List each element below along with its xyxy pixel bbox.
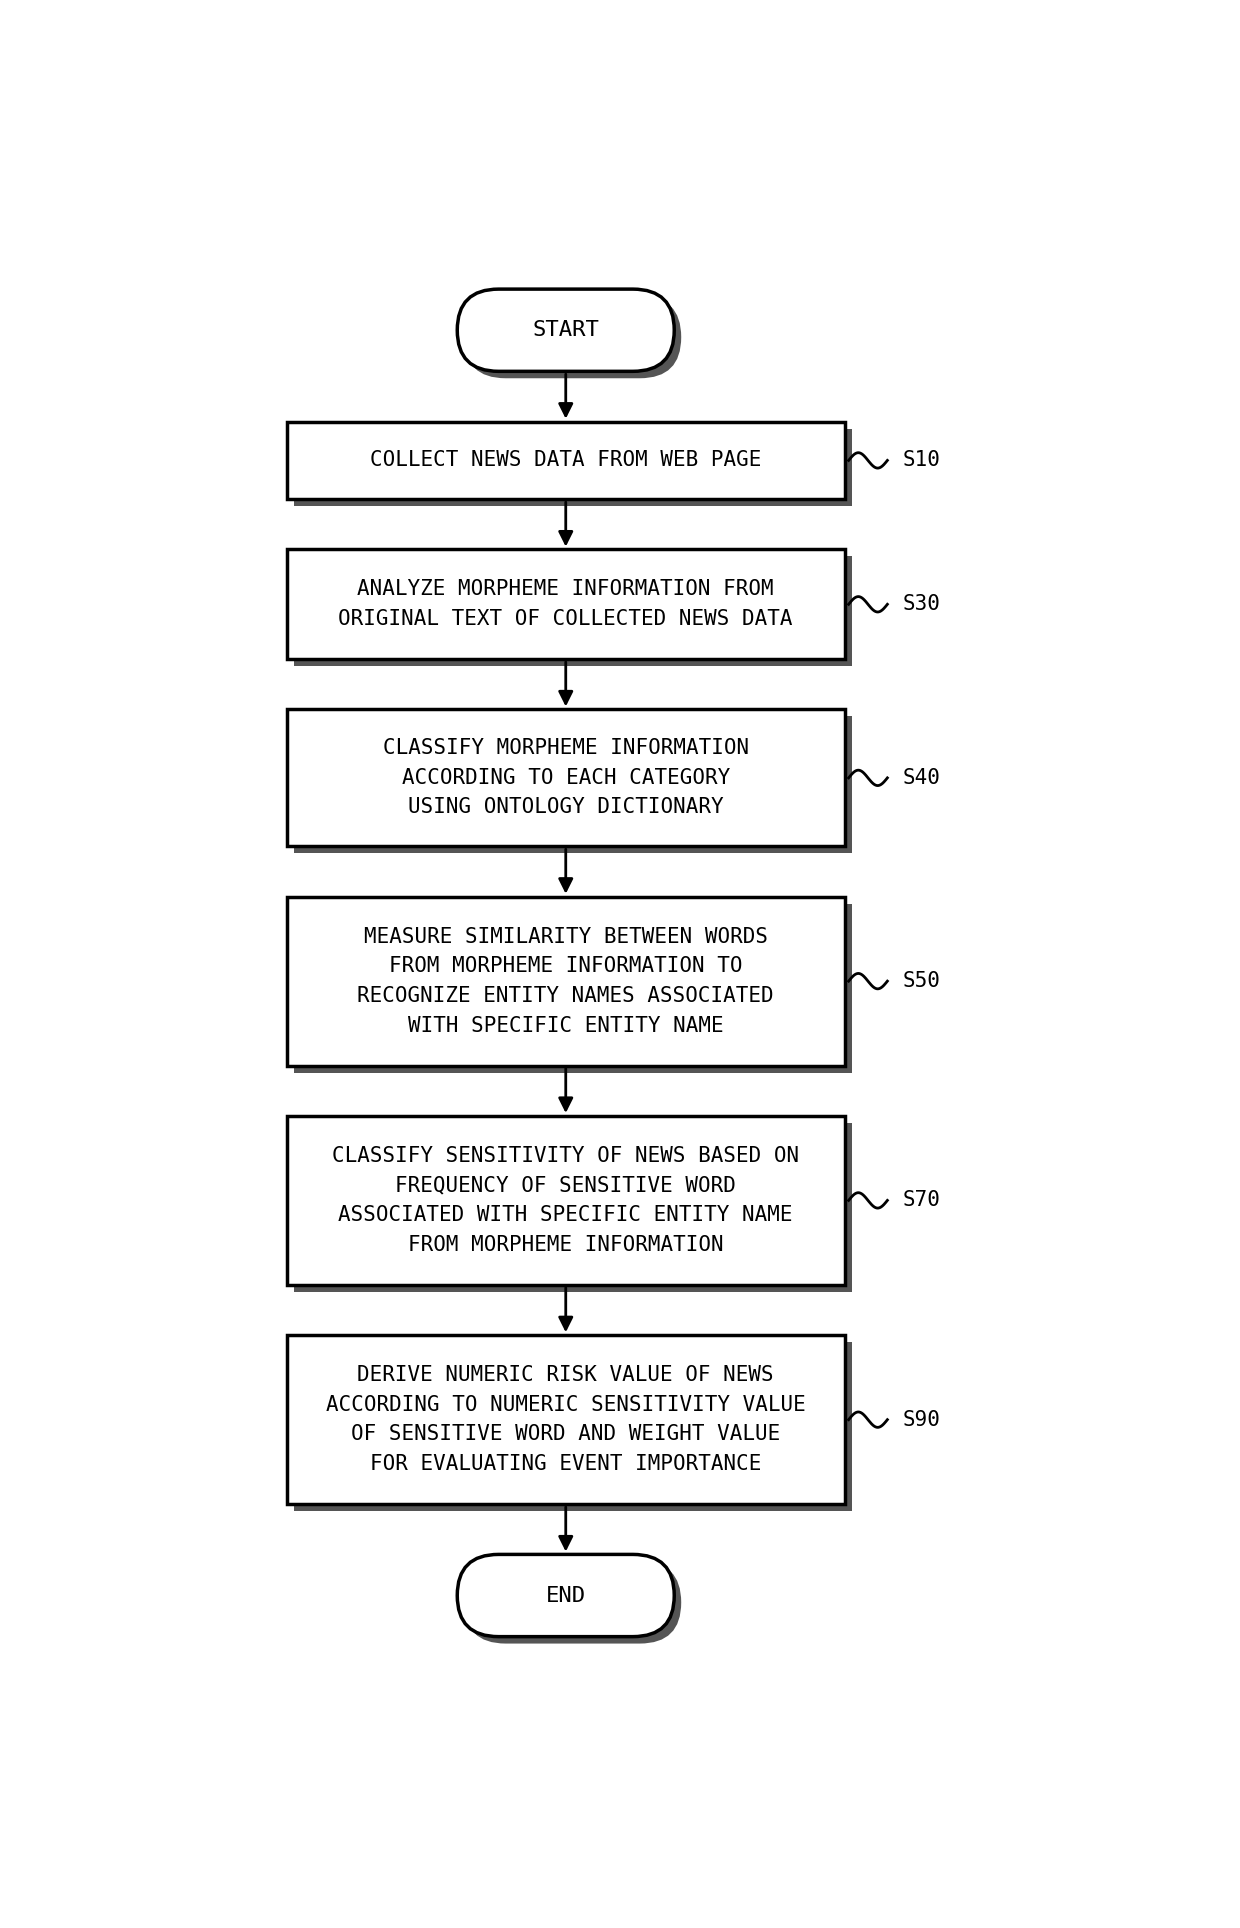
Text: CLASSIFY MORPHEME INFORMATION
ACCORDING TO EACH CATEGORY
USING ONTOLOGY DICTIONA: CLASSIFY MORPHEME INFORMATION ACCORDING … <box>383 738 749 817</box>
Text: S10: S10 <box>903 451 941 470</box>
Text: CLASSIFY SENSITIVITY OF NEWS BASED ON
FREQUENCY OF SENSITIVE WORD
ASSOCIATED WIT: CLASSIFY SENSITIVITY OF NEWS BASED ON FR… <box>332 1145 800 1255</box>
Text: MEASURE SIMILARITY BETWEEN WORDS
FROM MORPHEME INFORMATION TO
RECOGNIZE ENTITY N: MEASURE SIMILARITY BETWEEN WORDS FROM MO… <box>357 927 774 1035</box>
FancyBboxPatch shape <box>286 1116 844 1284</box>
FancyBboxPatch shape <box>286 897 844 1066</box>
FancyBboxPatch shape <box>286 1336 844 1504</box>
FancyBboxPatch shape <box>294 1342 852 1512</box>
Text: S40: S40 <box>903 767 941 789</box>
Text: START: START <box>532 320 599 339</box>
Text: S70: S70 <box>903 1190 941 1211</box>
FancyBboxPatch shape <box>286 710 844 846</box>
FancyBboxPatch shape <box>294 904 852 1072</box>
Text: S90: S90 <box>903 1409 941 1431</box>
FancyBboxPatch shape <box>464 297 681 378</box>
FancyBboxPatch shape <box>464 1562 681 1643</box>
Text: ANALYZE MORPHEME INFORMATION FROM
ORIGINAL TEXT OF COLLECTED NEWS DATA: ANALYZE MORPHEME INFORMATION FROM ORIGIN… <box>339 580 794 629</box>
Text: DERIVE NUMERIC RISK VALUE OF NEWS
ACCORDING TO NUMERIC SENSITIVITY VALUE
OF SENS: DERIVE NUMERIC RISK VALUE OF NEWS ACCORD… <box>326 1365 806 1475</box>
FancyBboxPatch shape <box>458 1554 675 1637</box>
FancyBboxPatch shape <box>286 549 844 659</box>
Text: S30: S30 <box>903 594 941 615</box>
FancyBboxPatch shape <box>294 557 852 665</box>
FancyBboxPatch shape <box>294 717 852 854</box>
FancyBboxPatch shape <box>286 422 844 499</box>
FancyBboxPatch shape <box>294 428 852 507</box>
Text: S50: S50 <box>903 972 941 991</box>
Text: END: END <box>546 1585 585 1606</box>
Text: COLLECT NEWS DATA FROM WEB PAGE: COLLECT NEWS DATA FROM WEB PAGE <box>370 451 761 470</box>
FancyBboxPatch shape <box>458 289 675 372</box>
FancyBboxPatch shape <box>294 1122 852 1292</box>
